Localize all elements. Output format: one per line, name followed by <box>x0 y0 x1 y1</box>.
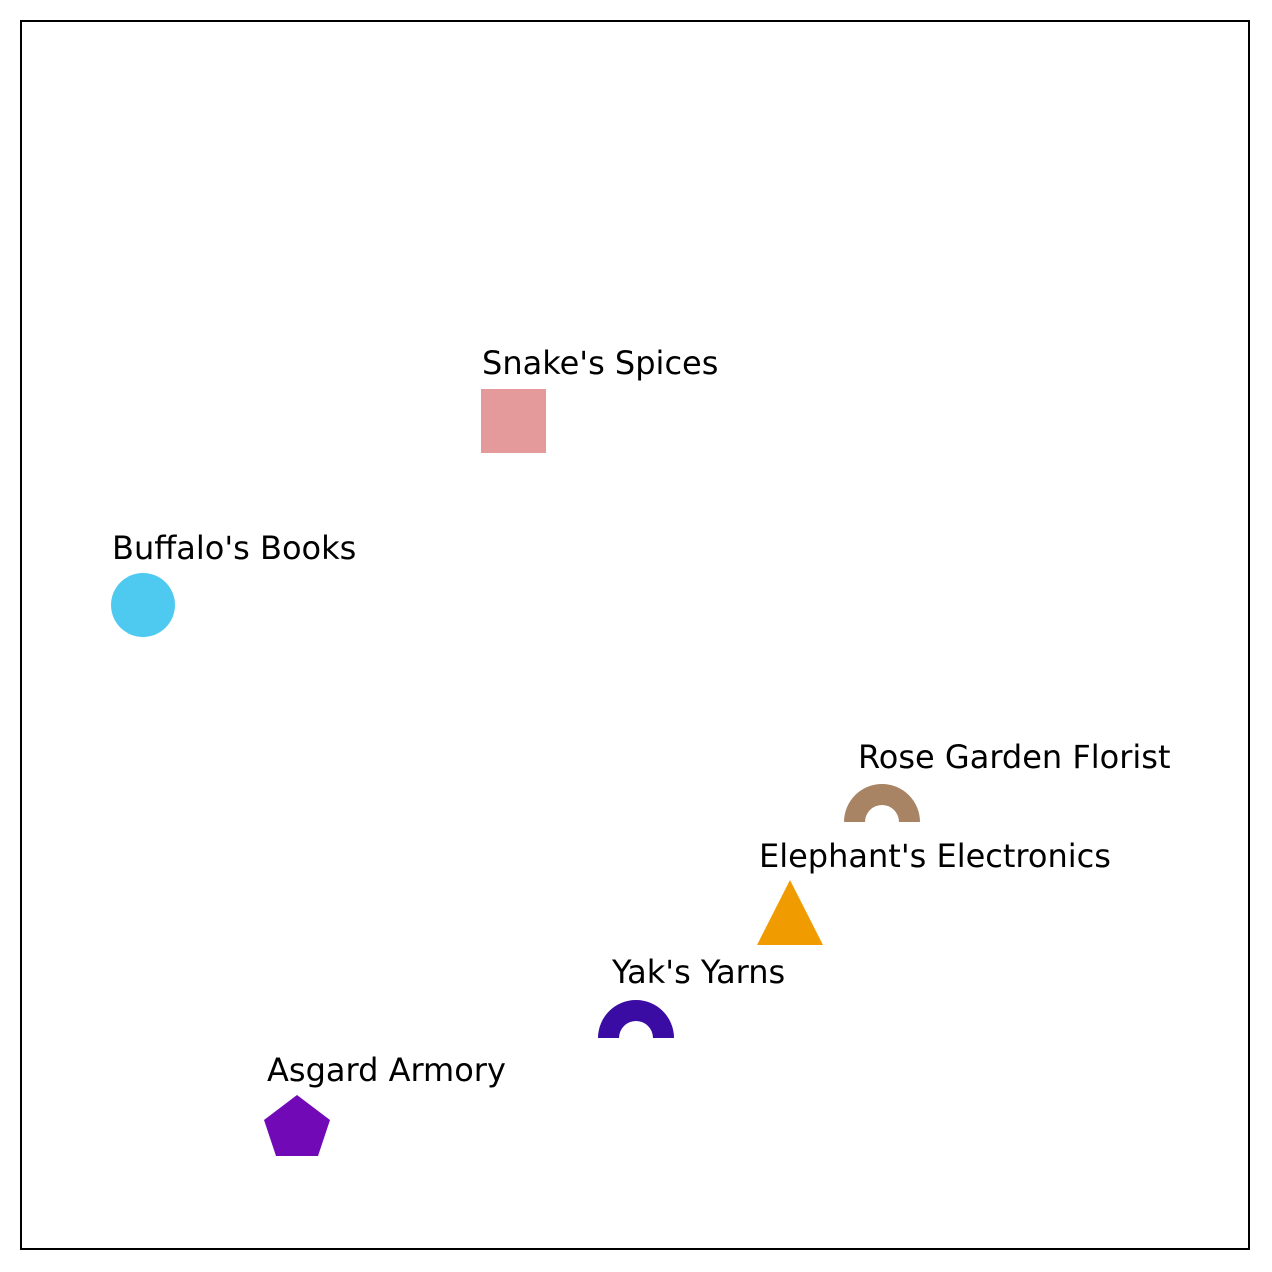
circle-marker-icon <box>111 573 175 637</box>
place-yaks-yarns[interactable]: Yak's Yarns <box>598 953 785 1038</box>
place-label: Rose Garden Florist <box>858 738 1171 776</box>
place-label: Yak's Yarns <box>611 953 785 991</box>
place-asgard-armory[interactable]: Asgard Armory <box>264 1051 506 1156</box>
place-label: Asgard Armory <box>267 1051 506 1089</box>
place-elephants-electronics[interactable]: Elephant's Electronics <box>757 837 1111 945</box>
place-snakes-spices[interactable]: Snake's Spices <box>481 344 718 453</box>
place-rose-garden-florist[interactable]: Rose Garden Florist <box>844 738 1171 822</box>
pentagon-marker-icon <box>264 1095 330 1156</box>
square-marker-icon <box>481 389 546 453</box>
place-label: Snake's Spices <box>482 344 718 382</box>
place-label: Elephant's Electronics <box>759 837 1111 875</box>
arch-marker-icon <box>598 1000 674 1038</box>
place-buffalos-books[interactable]: Buffalo's Books <box>111 529 356 637</box>
triangle-marker-icon <box>757 880 823 945</box>
arch-marker-icon <box>844 784 920 822</box>
place-label: Buffalo's Books <box>112 529 356 567</box>
map-frame <box>20 20 1250 1250</box>
